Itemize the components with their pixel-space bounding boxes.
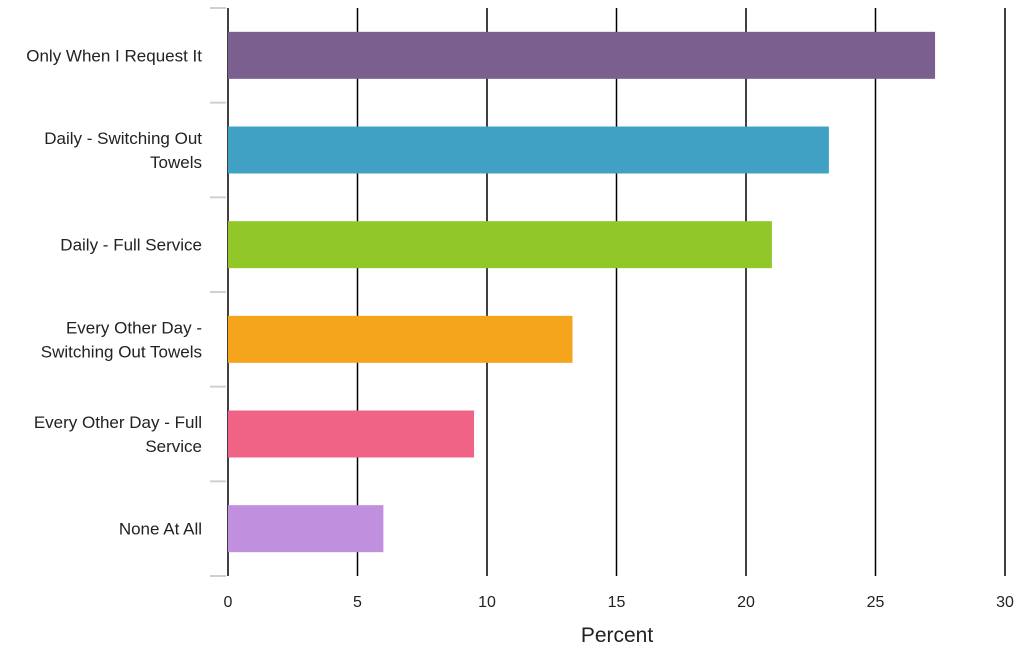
category-label: Every Other Day -Switching Out Towels [41, 318, 202, 361]
y-axis-ticks [210, 7, 226, 577]
x-tick-labels: 0 5 10 15 20 25 30 [224, 594, 1014, 611]
bar [228, 315, 573, 363]
grid-lines [227, 8, 1006, 576]
x-tick-label: 25 [867, 594, 885, 611]
category-label: Daily - Switching Out Towels [44, 129, 202, 172]
category-label: Daily - Full Service [60, 236, 202, 255]
bar [228, 126, 829, 174]
bar [228, 31, 936, 79]
bar [228, 410, 475, 458]
x-tick-label: 20 [737, 594, 755, 611]
bars [228, 31, 936, 553]
x-axis-title: Percent [581, 624, 654, 647]
category-label: Every Other Day - Full Service [34, 413, 202, 456]
category-labels: Only When I Request It Daily - Switching … [26, 46, 202, 538]
category-label: Only When I Request It [26, 46, 202, 65]
x-tick-label: 10 [478, 594, 496, 611]
x-tick-label: 15 [608, 594, 626, 611]
x-tick-label: 5 [353, 594, 362, 611]
x-tick-label: 30 [996, 594, 1014, 611]
x-tick-label: 0 [224, 594, 233, 611]
category-label: None At All [119, 520, 202, 539]
bar [228, 505, 384, 553]
bar [228, 221, 772, 269]
